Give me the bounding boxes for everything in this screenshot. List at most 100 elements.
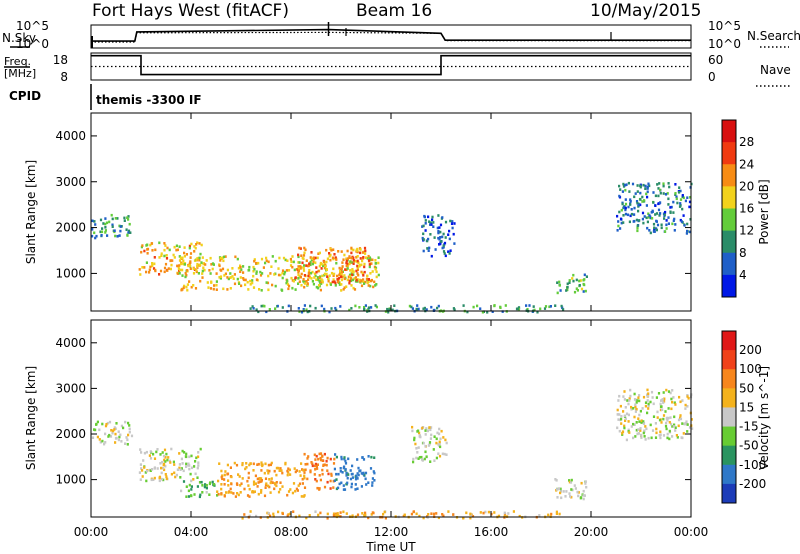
echo-cell [632, 407, 635, 410]
time-tick-label: 16:00 [474, 525, 509, 539]
echo-cell [208, 493, 211, 496]
echo-cell [229, 272, 232, 275]
echo-cell [127, 218, 130, 221]
echo-cell [262, 266, 265, 269]
echo-cell [340, 455, 343, 459]
echo-cell [350, 485, 353, 489]
echo-cell [294, 489, 297, 493]
echo-cell [312, 260, 315, 263]
echo-cell [688, 205, 691, 209]
echo-cell [338, 276, 341, 280]
echo-cell [571, 488, 574, 492]
echo-cell [166, 246, 169, 250]
echo-cell [672, 200, 675, 204]
echo-cell [429, 223, 432, 226]
echo-cell [243, 513, 246, 516]
echo-cell [642, 431, 645, 435]
echo-cell [638, 413, 641, 417]
echo-cell [340, 273, 343, 276]
echo-cell [352, 259, 355, 262]
echo-cell [683, 422, 686, 426]
echo-cell [438, 427, 441, 431]
echo-cell [559, 289, 562, 292]
echo-cell [184, 455, 187, 458]
echo-cell [179, 468, 182, 471]
echo-cell [305, 516, 308, 520]
echo-cell [188, 483, 191, 487]
echo-cell [624, 183, 627, 187]
echo-cell [332, 462, 336, 465]
echo-cell [345, 471, 348, 475]
echo-cell [190, 485, 193, 488]
echo-cell [230, 482, 233, 486]
echo-cell [469, 516, 472, 520]
echo-cell [194, 246, 197, 250]
echo-cell [292, 482, 296, 485]
echo-cell [160, 252, 163, 255]
echo-cell [127, 229, 131, 233]
echo-cell [223, 274, 226, 277]
echo-cell [325, 272, 328, 276]
echo-cell [422, 224, 425, 228]
echo-cell [371, 511, 374, 514]
echo-cell [639, 409, 642, 413]
echo-cell [344, 468, 347, 471]
echo-cell [106, 234, 109, 237]
echo-cell [269, 463, 272, 467]
echo-cell [318, 284, 321, 287]
echo-cell [360, 472, 363, 475]
echo-cell [645, 204, 648, 207]
echo-cell [428, 220, 431, 223]
echo-cell [180, 467, 183, 470]
echo-cell [241, 462, 244, 465]
echo-cell [237, 473, 240, 476]
echo-cell [223, 473, 226, 477]
echo-cell [436, 226, 439, 230]
echo-cell [686, 196, 689, 199]
echo-cell [444, 220, 448, 224]
echo-cell [322, 464, 325, 467]
echo-cell [452, 513, 455, 516]
echo-cell [625, 183, 628, 186]
echo-cell [311, 262, 314, 266]
echo-cell [91, 234, 94, 238]
velocity-scale-label: Velocity [m s^-1] [757, 366, 771, 470]
echo-cell [178, 255, 181, 258]
time-tick-label: 00:00 [674, 525, 709, 539]
echo-cell [179, 256, 182, 260]
echo-cell [286, 473, 289, 477]
echo-cell [118, 234, 121, 237]
echo-cell [349, 477, 353, 481]
echo-cell [337, 472, 340, 476]
echo-cell [152, 478, 155, 481]
echo-cell [361, 512, 364, 515]
echo-cell [323, 260, 326, 263]
echo-cell [188, 246, 191, 250]
echo-cell [306, 477, 309, 481]
echo-cell [313, 453, 316, 457]
echo-cell [443, 252, 446, 255]
echo-cell [302, 279, 305, 283]
echo-cell [622, 182, 625, 186]
echo-cell [340, 278, 344, 282]
echo-cell [138, 268, 141, 271]
echo-cell [579, 279, 582, 282]
echo-cell [362, 278, 365, 281]
echo-cell [113, 229, 116, 232]
power-range-axis-label: Slant Range [km] [24, 160, 38, 264]
echo-cell [333, 457, 336, 461]
echo-cell [104, 229, 107, 232]
echo-cell [182, 262, 185, 265]
echo-cell [213, 483, 216, 486]
echo-region [616, 181, 693, 235]
power-heatmap [91, 181, 693, 314]
echo-cell [120, 424, 123, 428]
echo-cell [211, 262, 215, 265]
echo-cell [319, 280, 323, 284]
echo-cell [657, 392, 661, 395]
echo-cell [123, 216, 126, 220]
echo-cell [418, 431, 421, 435]
echo-cell [577, 494, 580, 498]
echo-cell [417, 307, 420, 311]
echo-cell [630, 212, 633, 216]
